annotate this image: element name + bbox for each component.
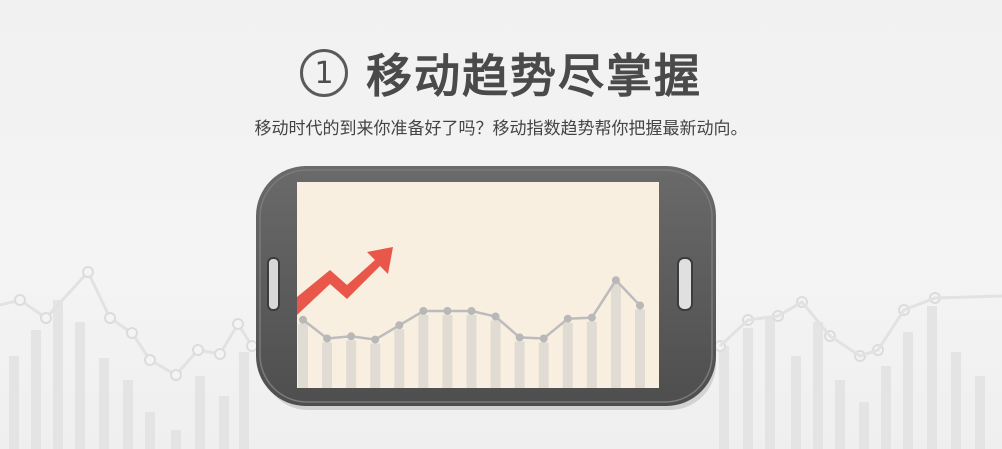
background-bar xyxy=(903,332,913,449)
screen-point xyxy=(395,321,404,330)
phone-home-button xyxy=(677,257,693,311)
background-point xyxy=(104,312,116,324)
background-bar xyxy=(123,380,133,449)
screen-point xyxy=(419,307,428,315)
screen-bar xyxy=(298,323,308,388)
screen-bar xyxy=(562,322,573,388)
screen-bar xyxy=(322,342,333,388)
background-point xyxy=(170,369,182,381)
screen-bar xyxy=(490,320,501,388)
background-trend-line-right xyxy=(718,294,1002,358)
background-point xyxy=(192,344,204,356)
screen-bar xyxy=(370,343,381,388)
background-bar xyxy=(927,306,937,449)
background-bar xyxy=(53,300,63,449)
step-number: 1 xyxy=(314,55,334,91)
background-bar xyxy=(813,322,823,449)
screen-bar xyxy=(346,340,357,388)
screen-bar xyxy=(538,342,549,388)
screen-point xyxy=(371,335,380,344)
screen-point xyxy=(539,334,548,343)
screen-point xyxy=(347,332,356,341)
screen-points xyxy=(299,276,644,344)
background-point xyxy=(144,354,156,366)
background-bar xyxy=(859,402,869,449)
background-bar xyxy=(219,396,229,449)
background-bar xyxy=(951,352,961,449)
screen-point xyxy=(563,314,572,323)
phone-edge-highlight xyxy=(259,169,713,403)
background-bar xyxy=(239,352,249,449)
screen-bar xyxy=(466,315,477,388)
background-bar xyxy=(195,376,205,449)
background-bar xyxy=(881,366,891,449)
screen-point xyxy=(467,307,476,315)
background-bar xyxy=(765,318,775,449)
screen-bars xyxy=(298,284,645,388)
trend-arrow-icon xyxy=(297,247,393,315)
background-bar xyxy=(31,330,41,449)
background-bar xyxy=(145,412,155,449)
screen-point xyxy=(515,333,524,342)
background-bar xyxy=(99,358,109,449)
screen-point xyxy=(611,276,620,285)
background-bar xyxy=(75,322,85,449)
screen-point xyxy=(323,334,332,343)
screen-point xyxy=(443,307,452,315)
background-point xyxy=(40,312,52,324)
screen-bar xyxy=(442,315,453,388)
background-point xyxy=(14,294,26,306)
page-subtitle: 移动时代的到来你准备好了吗？移动指数趋势帮你把握最新动向。 xyxy=(254,119,748,139)
screen-bar xyxy=(635,309,645,388)
header: 1 移动趋势尽掌握 xyxy=(0,38,1002,108)
screen-point xyxy=(636,301,644,310)
background-bar xyxy=(791,356,801,449)
background-bar xyxy=(835,380,845,449)
screen-bar xyxy=(418,315,429,388)
background-bars xyxy=(9,300,985,449)
background-bar xyxy=(171,430,181,449)
background-point xyxy=(82,266,94,278)
background-bar xyxy=(743,328,753,449)
screen-bar xyxy=(586,321,597,388)
background-point xyxy=(214,348,226,360)
screen-point xyxy=(299,315,307,324)
screen-point xyxy=(587,313,596,322)
background-bar xyxy=(975,376,985,449)
background-bar xyxy=(9,356,19,449)
step-number-icon: 1 xyxy=(300,49,348,97)
screen-bar xyxy=(514,341,525,388)
background-point xyxy=(232,318,244,330)
screen-bar xyxy=(394,329,405,388)
background-bar xyxy=(719,346,729,449)
page-title: 移动趋势尽掌握 xyxy=(366,49,702,103)
phone-speaker xyxy=(267,257,280,311)
screen-bar xyxy=(610,284,621,388)
screen-point xyxy=(491,312,500,321)
background-point xyxy=(126,327,138,339)
